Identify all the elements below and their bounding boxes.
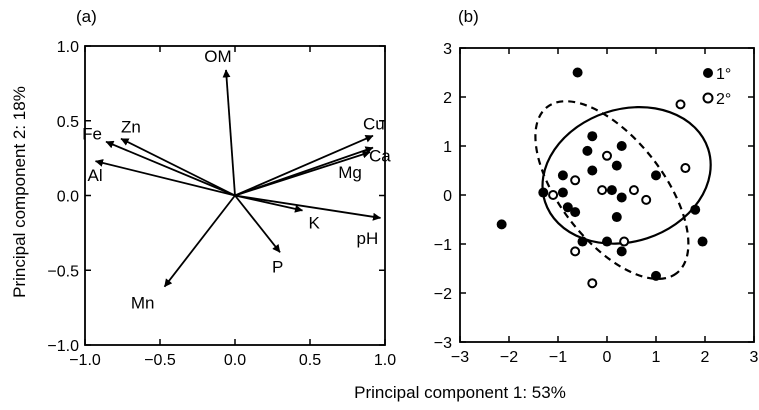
- vector-label-k: K: [309, 213, 321, 232]
- legend-label-2: 2°: [716, 91, 731, 108]
- data-point-series-1: [602, 236, 612, 247]
- vector-label-p: P: [272, 257, 283, 276]
- data-point-series-1: [570, 207, 581, 218]
- panel-b-x-tick-label: 2: [701, 349, 710, 366]
- panel-a-x-tick-label: −0.5: [144, 352, 176, 369]
- data-point-series-2: [675, 99, 686, 110]
- panel-b-x-tick-label: −3: [451, 349, 469, 366]
- vector-label-al: Al: [88, 166, 103, 185]
- vector-al: [95, 159, 236, 197]
- panel-b-y-tick-label: −1: [434, 237, 452, 254]
- data-point-series-1: [557, 187, 568, 198]
- panel-b-y-tick-label: 1: [443, 139, 452, 156]
- panel-b-x-tick-label: 3: [750, 349, 759, 366]
- panel-b-x-tick-label: 1: [652, 349, 661, 366]
- panel-a-y-tick-label: 0.5: [57, 114, 79, 131]
- data-point-series-2: [628, 185, 639, 196]
- data-point-series-1: [606, 185, 617, 196]
- confidence-ellipse-2: [534, 100, 690, 281]
- data-point-series-2: [548, 190, 559, 200]
- panel-b-y-tick-label: −2: [434, 286, 452, 303]
- confidence-ellipse-1: [541, 106, 712, 245]
- data-point-series-1: [690, 204, 701, 215]
- vector-fe: [105, 140, 236, 197]
- panel-b-label: (b): [458, 7, 479, 26]
- vector-zn: [120, 137, 236, 197]
- data-point-series-2: [619, 236, 630, 247]
- panel-a-y-tick-label: −0.5: [47, 263, 79, 280]
- data-point-series-2: [602, 150, 612, 161]
- vector-label-cu: Cu: [363, 115, 385, 134]
- x-axis-title: Principal component 1: 53%: [354, 383, 566, 402]
- panel-b-scatter: (b) −3 −2 −1 0 1 2 3 3 2 1 0 −1 −2 −3 1° 2°: [434, 7, 759, 366]
- legend-marker-1: [703, 68, 713, 78]
- panel-b-y-tick-label: 0: [443, 188, 452, 205]
- vector-label-om: OM: [204, 47, 231, 66]
- data-point-series-1: [697, 236, 708, 247]
- data-point-series-1: [616, 246, 627, 257]
- panel-a-label: (a): [76, 7, 97, 26]
- vector-mg: [234, 150, 371, 197]
- panel-a-biplot: (a) −1.0 −0.5 0.0 0.5 1.0 1.0 0.5 0.0 −0.5 −1.0 O…: [47, 7, 396, 369]
- data-point-series-1: [572, 67, 583, 78]
- data-point-series-1: [496, 219, 507, 230]
- data-point-series-1: [577, 236, 588, 247]
- data-point-series-1: [651, 270, 661, 281]
- data-point-series-2: [570, 246, 581, 257]
- y-axis-title: Principal component 2: 18%: [10, 86, 29, 298]
- data-point-series-2: [587, 278, 598, 289]
- data-point-series-1: [582, 145, 593, 156]
- vector-label-ph: pH: [357, 229, 379, 248]
- data-point-series-1: [557, 170, 568, 181]
- panel-a-y-tick-label: 0.0: [57, 189, 79, 206]
- data-point-series-2: [641, 194, 652, 205]
- data-point-series-1: [562, 202, 573, 213]
- data-point-series-2: [680, 163, 691, 174]
- panel-b-x-tick-label: −1: [549, 349, 567, 366]
- vector-mn: [163, 194, 236, 288]
- vector-ph: [234, 194, 381, 221]
- panel-a-x-tick-label: 1.0: [374, 352, 396, 369]
- vector-p: [234, 194, 281, 253]
- panel-b-frame: [459, 47, 755, 343]
- vector-label-fe: Fe: [82, 125, 102, 144]
- panel-b-y-tick-label: 2: [443, 90, 452, 107]
- data-point-series-1: [587, 131, 598, 142]
- vector-label-zn: Zn: [121, 118, 141, 137]
- vector-cu: [234, 134, 374, 197]
- panel-a-x-tick-label: 0.0: [224, 352, 246, 369]
- data-point-series-1: [587, 165, 598, 176]
- legend: 1° 2°: [702, 66, 731, 108]
- data-point-series-1: [538, 187, 549, 198]
- panel-b-x-tick-label: −2: [500, 349, 518, 366]
- data-point-series-2: [597, 185, 608, 196]
- vector-label-ca: Ca: [369, 147, 391, 166]
- vector-om: [222, 69, 236, 196]
- panel-a-y-tick-label: 1.0: [57, 39, 79, 56]
- data-point-series-2: [570, 175, 581, 186]
- vector-label-mg: Mg: [338, 163, 362, 182]
- data-point-series-1: [651, 170, 661, 181]
- vector-label-mn: Mn: [131, 294, 155, 313]
- panel-b-y-tick-label: −3: [434, 335, 452, 352]
- data-point-series-1: [611, 160, 622, 171]
- panel-a-x-tick-label: −1.0: [69, 352, 101, 369]
- data-point-series-1: [611, 212, 622, 223]
- panel-a-y-tick-label: −1.0: [47, 338, 79, 355]
- legend-marker-2: [702, 92, 714, 104]
- data-point-series-1: [616, 192, 627, 203]
- panel-b-x-tick-label: 0: [603, 349, 612, 366]
- data-point-series-1: [616, 141, 627, 151]
- panel-a-x-tick-label: 0.5: [299, 352, 321, 369]
- legend-label-1: 1°: [716, 66, 731, 83]
- panel-b-y-tick-label: 3: [443, 41, 452, 58]
